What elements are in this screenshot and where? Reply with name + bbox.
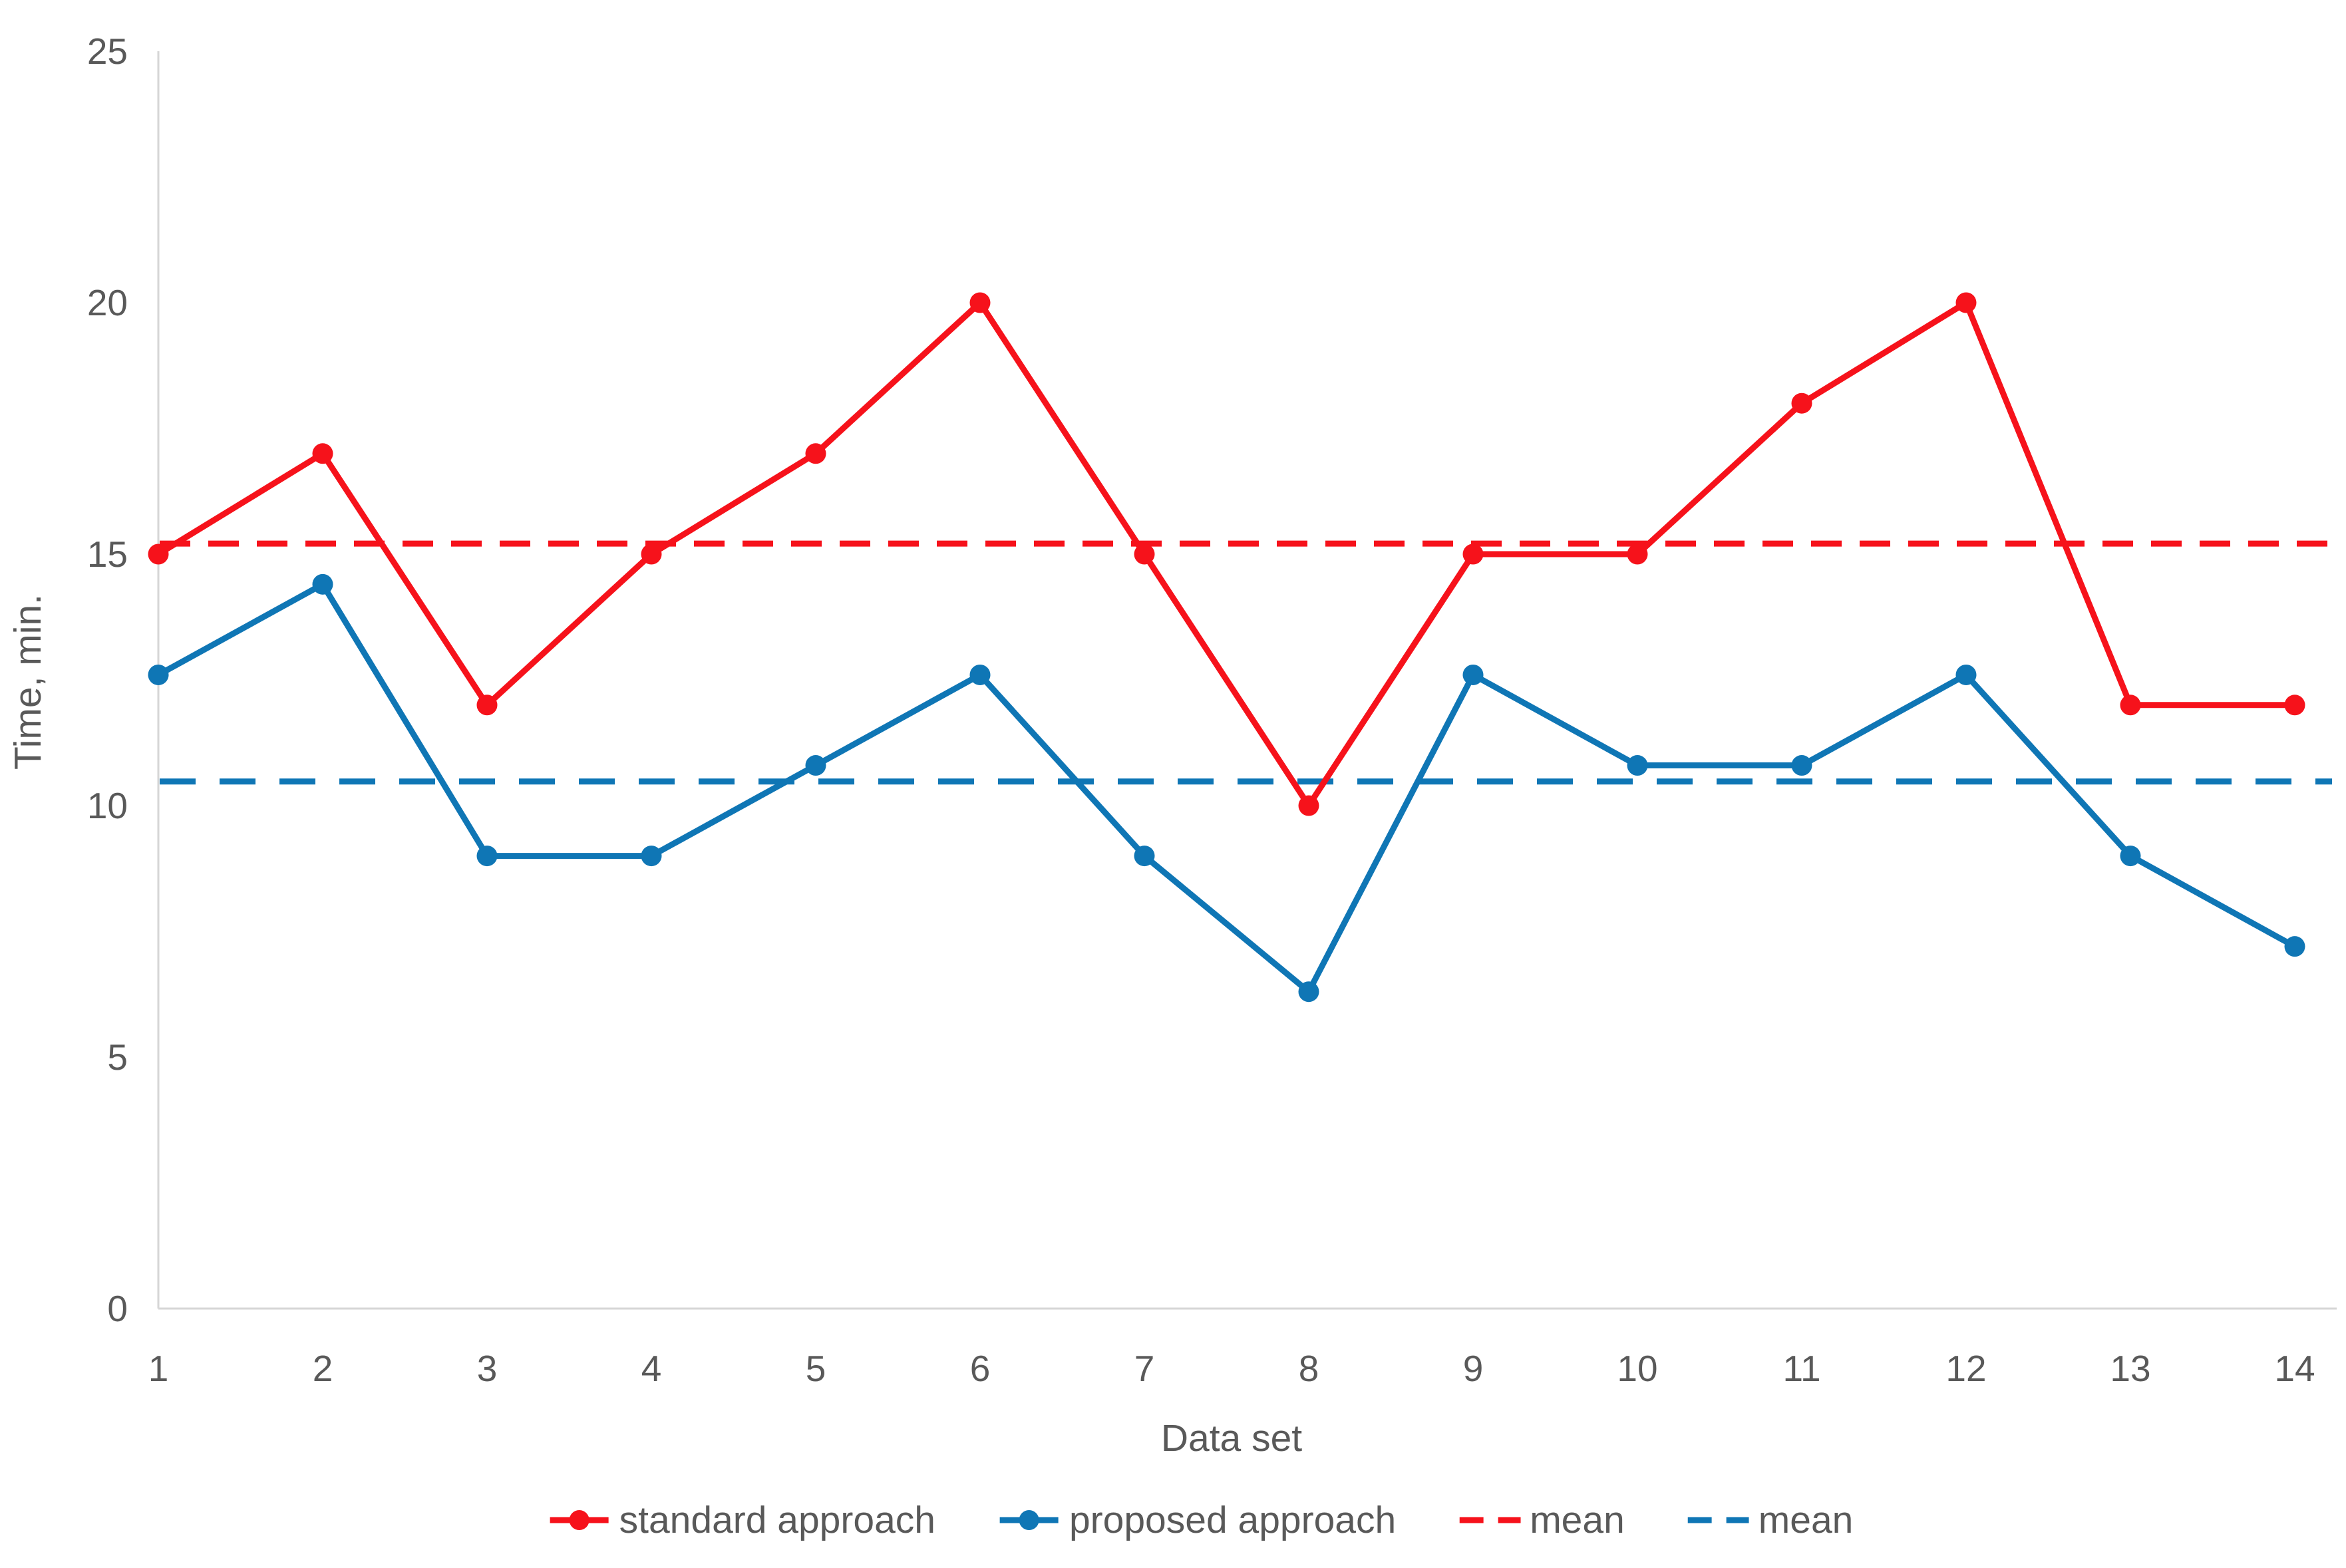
dashed-swatch-red (1459, 1517, 1521, 1523)
data-point-standard-approach (1298, 795, 1319, 816)
legend-item-standard-approach: standard approach (549, 1498, 935, 1542)
series-line-proposed-approach (155, 581, 2298, 995)
x-tick-label: 12 (1945, 1348, 1986, 1389)
legend: standard approach proposed approach mean… (549, 1498, 1854, 1542)
data-point-standard-approach (1134, 544, 1155, 565)
legend-label-proposed-approach: proposed approach (1069, 1499, 1397, 1541)
x-axis-title: Data set (1160, 1417, 1303, 1460)
dashed-swatch-blue (1687, 1517, 1749, 1523)
legend-label-mean-blue: mean (1758, 1499, 1854, 1541)
data-point-proposed-approach (476, 846, 498, 867)
legend-label-standard-approach: standard approach (619, 1499, 935, 1541)
data-point-proposed-approach (2120, 846, 2141, 867)
data-point-standard-approach (2120, 695, 2141, 716)
x-tick-label: 10 (1617, 1348, 1657, 1389)
data-point-standard-approach (1791, 392, 1812, 414)
data-point-proposed-approach (969, 664, 991, 685)
data-point-proposed-approach (1134, 846, 1155, 867)
x-tick-label: 2 (313, 1348, 333, 1389)
legend-item-mean-red: mean (1459, 1498, 1625, 1542)
data-point-standard-approach (312, 443, 333, 464)
legend-item-proposed-approach: proposed approach (999, 1498, 1396, 1542)
data-point-standard-approach (148, 544, 169, 565)
data-point-proposed-approach (148, 664, 169, 685)
data-point-standard-approach (1462, 544, 1484, 565)
line-marker-swatch-red (550, 1510, 609, 1530)
data-point-proposed-approach (1627, 755, 1648, 776)
series-line-standard-approach (155, 299, 2298, 809)
legend-label-mean-red: mean (1530, 1499, 1625, 1541)
x-tick-label: 7 (1134, 1348, 1155, 1389)
data-point-proposed-approach (805, 755, 826, 776)
data-point-standard-approach (805, 443, 826, 464)
data-point-proposed-approach (1955, 664, 1977, 685)
y-tick-label: 0 (107, 1288, 128, 1329)
data-point-standard-approach (1955, 292, 1977, 313)
data-point-standard-approach (641, 544, 662, 565)
x-tick-label: 6 (970, 1348, 991, 1389)
x-tick-label: 9 (1463, 1348, 1484, 1389)
data-point-standard-approach (2284, 695, 2305, 716)
legend-item-mean-blue: mean (1687, 1498, 1854, 1542)
x-tick-label: 8 (1299, 1348, 1319, 1389)
x-tick-label: 11 (1782, 1348, 1820, 1389)
data-point-proposed-approach (2284, 936, 2305, 957)
y-tick-label: 5 (107, 1036, 128, 1078)
x-tick-label: 14 (2274, 1348, 2315, 1389)
data-point-proposed-approach (1791, 755, 1812, 776)
data-point-proposed-approach (641, 846, 662, 867)
x-tick-label: 4 (641, 1348, 662, 1389)
y-tick-label: 20 (87, 282, 128, 323)
data-point-standard-approach (969, 292, 991, 313)
data-point-standard-approach (476, 695, 498, 716)
y-tick-label: 25 (87, 31, 128, 72)
x-tick-label: 3 (477, 1348, 498, 1389)
x-tick-label: 1 (148, 1348, 169, 1389)
data-point-proposed-approach (312, 573, 333, 595)
data-point-standard-approach (1627, 544, 1648, 565)
data-point-proposed-approach (1298, 981, 1319, 1003)
x-tick-label: 5 (806, 1348, 826, 1389)
y-axis-title: Time, min. (7, 594, 49, 770)
y-tick-label: 15 (87, 534, 128, 575)
y-tick-label: 10 (87, 785, 128, 826)
x-tick-label: 13 (2110, 1348, 2150, 1389)
line-marker-swatch-blue (999, 1510, 1059, 1530)
data-point-proposed-approach (1462, 664, 1484, 685)
